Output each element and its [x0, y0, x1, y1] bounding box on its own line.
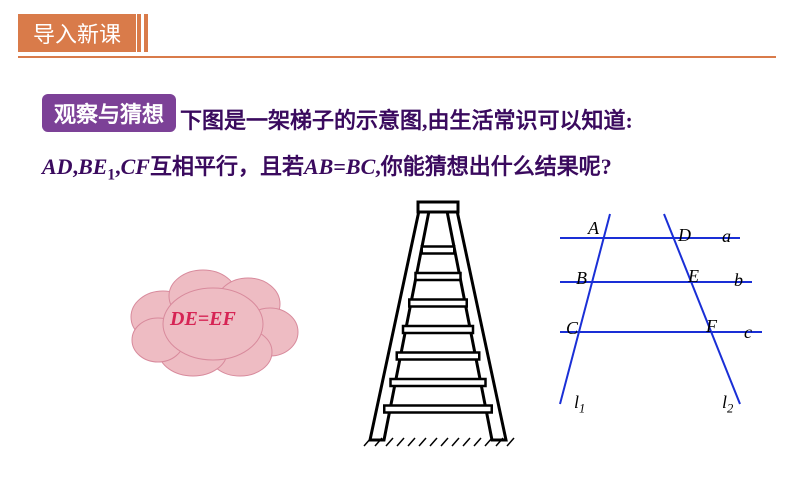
diagram-label-c: c	[744, 322, 752, 343]
diagram-label-D: D	[678, 225, 691, 246]
diagram-label-a: a	[722, 226, 731, 247]
diagram-label-F: F	[706, 316, 717, 337]
diagram-label-A: A	[588, 218, 599, 239]
diagram-label-b: b	[734, 270, 743, 291]
diagram-label-C: C	[566, 318, 578, 339]
diagram-label-E: E	[688, 266, 699, 287]
diagram-label-l2: l2	[722, 392, 733, 417]
diagram-label-B: B	[576, 268, 587, 289]
geometry-diagram	[0, 0, 794, 501]
diagram-label-l1: l1	[574, 392, 585, 417]
